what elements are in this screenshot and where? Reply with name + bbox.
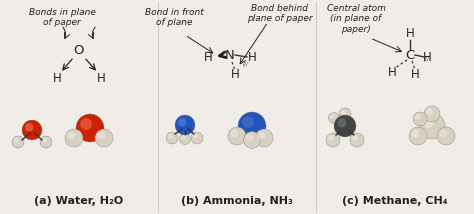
Circle shape — [166, 132, 178, 144]
Circle shape — [341, 110, 346, 115]
Text: $_{///}$: $_{///}$ — [423, 56, 430, 64]
Text: H: H — [97, 71, 105, 85]
Text: N: N — [225, 49, 235, 61]
Circle shape — [339, 108, 351, 120]
Circle shape — [193, 134, 198, 139]
Circle shape — [76, 114, 104, 142]
Circle shape — [42, 138, 47, 143]
Circle shape — [191, 132, 203, 144]
Circle shape — [427, 108, 433, 115]
Circle shape — [409, 127, 427, 145]
Circle shape — [181, 135, 186, 140]
Circle shape — [65, 129, 83, 147]
Circle shape — [258, 132, 265, 139]
Circle shape — [244, 131, 261, 149]
Text: C: C — [405, 49, 415, 61]
Circle shape — [330, 114, 335, 119]
Circle shape — [175, 115, 195, 135]
Circle shape — [238, 112, 266, 140]
Circle shape — [413, 112, 427, 126]
Text: O: O — [74, 43, 84, 56]
Text: H: H — [53, 71, 61, 85]
Circle shape — [180, 134, 191, 144]
Circle shape — [440, 130, 447, 137]
Circle shape — [228, 127, 246, 145]
Circle shape — [419, 113, 445, 139]
Text: H: H — [247, 51, 256, 64]
Circle shape — [40, 136, 52, 148]
Circle shape — [326, 133, 340, 147]
Text: H: H — [406, 27, 414, 40]
Circle shape — [246, 134, 253, 141]
Circle shape — [412, 130, 419, 137]
Circle shape — [328, 113, 339, 123]
Text: Bond behind
plane of paper: Bond behind plane of paper — [247, 4, 313, 23]
Text: H: H — [204, 51, 212, 64]
Circle shape — [22, 120, 42, 140]
Circle shape — [350, 133, 364, 147]
Circle shape — [98, 132, 105, 139]
Circle shape — [334, 115, 356, 137]
Circle shape — [68, 132, 75, 139]
Circle shape — [95, 129, 113, 147]
Circle shape — [231, 130, 238, 137]
Circle shape — [423, 117, 434, 128]
Text: Central atom
(in plane of
paper): Central atom (in plane of paper) — [327, 4, 385, 34]
Circle shape — [352, 135, 358, 141]
Circle shape — [168, 134, 173, 139]
Circle shape — [25, 123, 33, 131]
Text: H: H — [423, 51, 432, 64]
Text: H: H — [388, 67, 396, 79]
Text: Bonds in plane
of paper: Bonds in plane of paper — [28, 8, 95, 27]
Text: (b) Ammonia, NH₃: (b) Ammonia, NH₃ — [181, 196, 293, 206]
Circle shape — [415, 114, 421, 120]
Text: (a) Water, H₂O: (a) Water, H₂O — [35, 196, 124, 206]
Text: H: H — [410, 68, 419, 82]
Circle shape — [328, 135, 334, 141]
Circle shape — [255, 129, 273, 147]
Circle shape — [437, 127, 455, 145]
Circle shape — [12, 136, 24, 148]
Text: Bond in front
of plane: Bond in front of plane — [145, 8, 203, 27]
Text: $_{///}$: $_{///}$ — [242, 61, 249, 69]
Circle shape — [337, 118, 346, 128]
Circle shape — [424, 106, 440, 122]
Text: H: H — [231, 68, 239, 82]
Circle shape — [80, 118, 92, 130]
Circle shape — [178, 118, 186, 126]
Text: (c) Methane, CH₄: (c) Methane, CH₄ — [342, 196, 448, 206]
Circle shape — [14, 138, 19, 143]
Circle shape — [242, 116, 254, 128]
